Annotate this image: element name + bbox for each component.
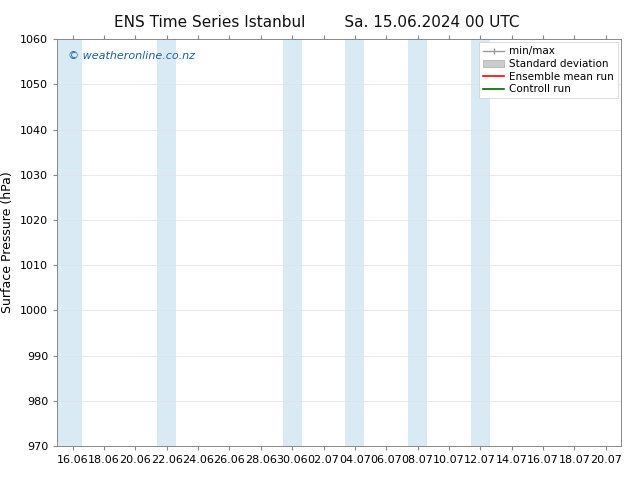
Legend: min/max, Standard deviation, Ensemble mean run, Controll run: min/max, Standard deviation, Ensemble me…: [479, 42, 618, 98]
Text: ENS Time Series Istanbul        Sa. 15.06.2024 00 UTC: ENS Time Series Istanbul Sa. 15.06.2024 …: [114, 15, 520, 30]
Bar: [57, 39, 82, 446]
Text: © weatheronline.co.nz: © weatheronline.co.nz: [68, 51, 195, 61]
Bar: [157, 39, 176, 446]
Bar: [346, 39, 365, 446]
Y-axis label: Surface Pressure (hPa): Surface Pressure (hPa): [1, 172, 15, 314]
Bar: [471, 39, 489, 446]
Bar: [408, 39, 427, 446]
Bar: [283, 39, 302, 446]
